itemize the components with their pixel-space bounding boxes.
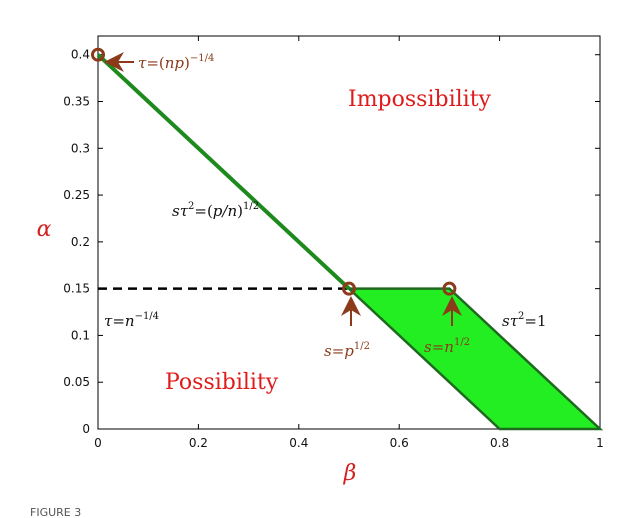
x-tick-label-5: 1 [596,436,604,450]
corner-points [91,47,457,296]
feasible-region [345,287,604,431]
corner-point-1 [342,281,356,296]
x-tick-label-0: 0 [94,436,102,450]
x-tick-label-4: 0.8 [490,436,509,450]
y-axis-ticks: 0 0.05 0.1 0.15 0.2 0.25 0.3 0.35 0.4 [63,48,600,436]
plot-frame [97,35,601,430]
x-tick-label-2: 0.4 [289,436,308,450]
y-axis-label: α [37,217,52,242]
annotation-s-n: s=n1/2 [424,337,470,356]
y-tick-label-7: 0.35 [63,95,90,109]
corner-point-2 [442,281,457,296]
annotation-tau-np: τ=(np)−1/4 [138,53,214,72]
annotation-s-p: s=p1/2 [324,341,370,360]
y-tick-label-4: 0.2 [71,235,90,249]
y-tick-label-3: 0.15 [63,282,90,296]
figure-caption: FIGURE 3 [30,506,81,518]
x-tick-label-1: 0.2 [189,436,208,450]
y-tick-label-1: 0.05 [63,375,90,389]
boundary-line [96,53,351,291]
x-axis-ticks: 0 0.2 0.4 0.6 0.8 1 [94,36,604,450]
y-tick-label-0: 0 [82,422,90,436]
x-tick-label-3: 0.6 [390,436,409,450]
possibility-label: Possibility [165,370,279,395]
x-axis-label: β [343,461,357,486]
annotation-tau-n: τ=n−1/4 [104,311,159,330]
y-tick-label-8: 0.4 [71,48,90,62]
y-tick-label-6: 0.3 [71,141,90,155]
y-tick-label-5: 0.25 [63,188,90,202]
annotation-s-tau-pn: sτ2=(p/n)1/2 [172,201,259,220]
y-tick-label-2: 0.1 [71,328,90,342]
impossibility-label: Impossibility [348,87,492,112]
annotation-s-tau-one: sτ2=1 [502,311,547,330]
corner-point-0 [91,47,105,62]
